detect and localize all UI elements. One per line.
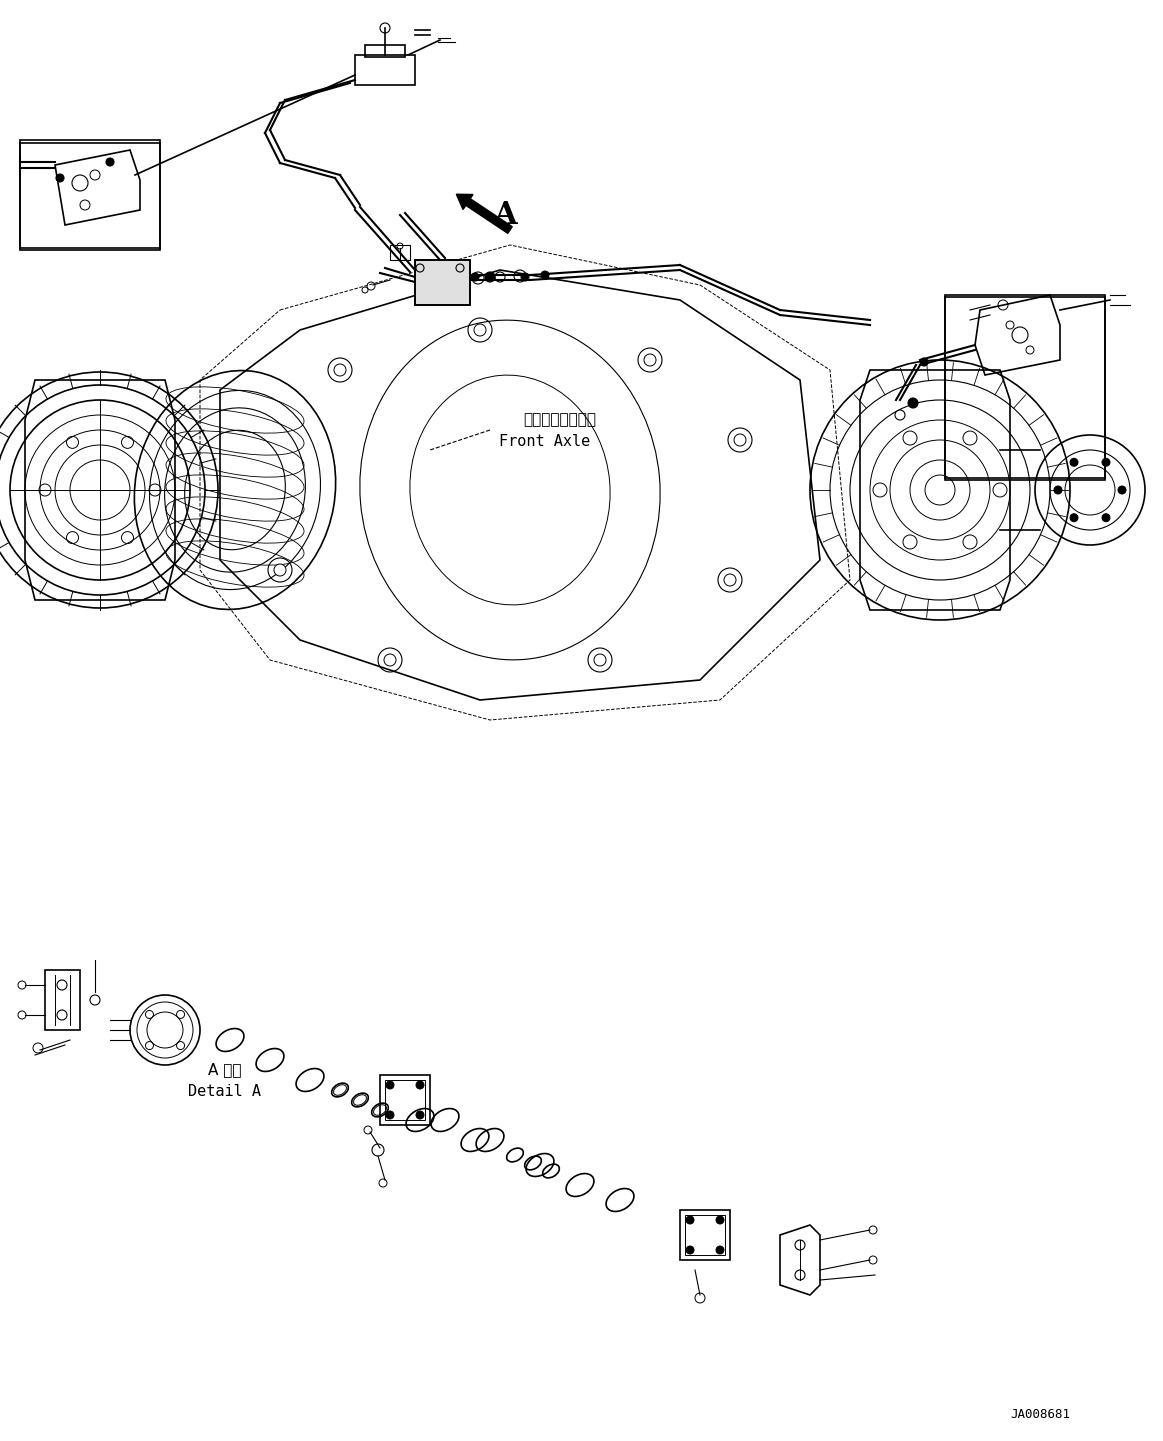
Text: A 詳細: A 詳細 [208, 1062, 242, 1078]
Circle shape [1054, 486, 1062, 494]
Circle shape [1070, 458, 1078, 467]
Circle shape [475, 324, 486, 336]
Bar [946, 295, 1105, 480]
Bar [415, 259, 470, 305]
Circle shape [920, 357, 928, 366]
FancyArrow shape [456, 195, 512, 233]
Circle shape [485, 272, 495, 282]
Circle shape [725, 574, 736, 586]
Circle shape [541, 271, 549, 280]
Circle shape [1103, 513, 1110, 522]
Circle shape [386, 1111, 394, 1120]
Circle shape [734, 434, 745, 447]
Text: A: A [493, 199, 516, 231]
Bar [355, 55, 415, 85]
Circle shape [471, 272, 479, 281]
Circle shape [644, 354, 656, 366]
Text: Front Axle: Front Axle [499, 435, 591, 450]
Bar [380, 1075, 430, 1125]
Circle shape [386, 1081, 394, 1089]
Bar [20, 140, 160, 249]
Bar [415, 259, 470, 305]
Circle shape [686, 1216, 694, 1223]
Circle shape [908, 398, 918, 408]
Text: Detail A: Detail A [188, 1085, 262, 1099]
Circle shape [274, 563, 286, 576]
Bar [385, 1079, 424, 1120]
Circle shape [1070, 513, 1078, 522]
Circle shape [1103, 458, 1110, 467]
Text: フロントアクスル: フロントアクスル [523, 412, 597, 428]
Circle shape [716, 1246, 725, 1254]
Circle shape [594, 654, 606, 666]
Circle shape [106, 159, 114, 166]
Circle shape [334, 365, 347, 376]
Circle shape [686, 1246, 694, 1254]
Bar [390, 245, 411, 259]
Bar [685, 1215, 725, 1255]
Circle shape [716, 1216, 725, 1223]
Circle shape [384, 654, 395, 666]
Circle shape [56, 174, 64, 182]
Circle shape [1118, 486, 1126, 494]
Bar [680, 1210, 730, 1259]
Circle shape [416, 1081, 424, 1089]
Circle shape [521, 272, 529, 281]
Text: JA008681: JA008681 [1009, 1408, 1070, 1421]
Bar [365, 45, 405, 58]
Circle shape [416, 1111, 424, 1120]
